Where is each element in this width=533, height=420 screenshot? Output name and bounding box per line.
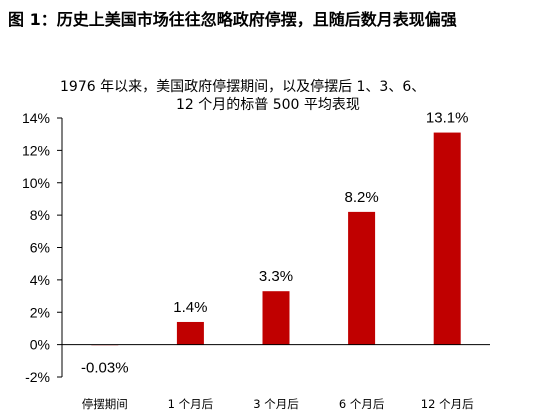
y-tick-label: 12% [22, 142, 50, 158]
data-label: 1.4% [173, 299, 207, 316]
y-tick-label: 8% [30, 207, 50, 223]
y-tick-label: -2% [25, 369, 50, 385]
data-label: 13.1% [426, 110, 469, 127]
bar [176, 321, 204, 345]
figure-title: 图 1：历史上美国市场往往忽略政府停摆，且随后数月表现偏强 [8, 10, 457, 29]
y-tick-label: 6% [30, 240, 50, 256]
x-axis: 停摆期间 1 个月后 3 个月后 6 个月后 12 个月后 [62, 344, 490, 411]
bar [348, 211, 376, 345]
bar [262, 291, 290, 345]
category-label: 12 个月后 [421, 397, 474, 411]
data-label: -0.03% [81, 360, 129, 377]
chart-subtitle-line-2: 12 个月的标普 500 平均表现 [176, 97, 360, 113]
y-tick-label: 10% [22, 175, 50, 191]
y-tick-label: 0% [30, 337, 50, 353]
y-tick-label: 2% [30, 304, 50, 320]
category-label: 停摆期间 [82, 397, 128, 411]
y-tick-label: 4% [30, 272, 50, 288]
bars: -0.03% 1.4% 3.3% 8.2% 13.1% [81, 110, 468, 377]
data-label: 3.3% [259, 268, 293, 285]
chart-subtitle-line-1: 1976 年以来，美国政府停摆期间，以及停摆后 1、3、6、 [60, 78, 425, 95]
category-label: 1 个月后 [168, 397, 213, 411]
bar [433, 132, 461, 345]
data-label: 8.2% [344, 189, 378, 206]
category-label: 3 个月后 [253, 397, 298, 411]
category-label: 6 个月后 [339, 397, 384, 411]
y-axis: -2% 0% 2% 4% 6% 8% 10% 12% 14% [22, 110, 63, 385]
y-tick-label: 14% [22, 110, 50, 126]
